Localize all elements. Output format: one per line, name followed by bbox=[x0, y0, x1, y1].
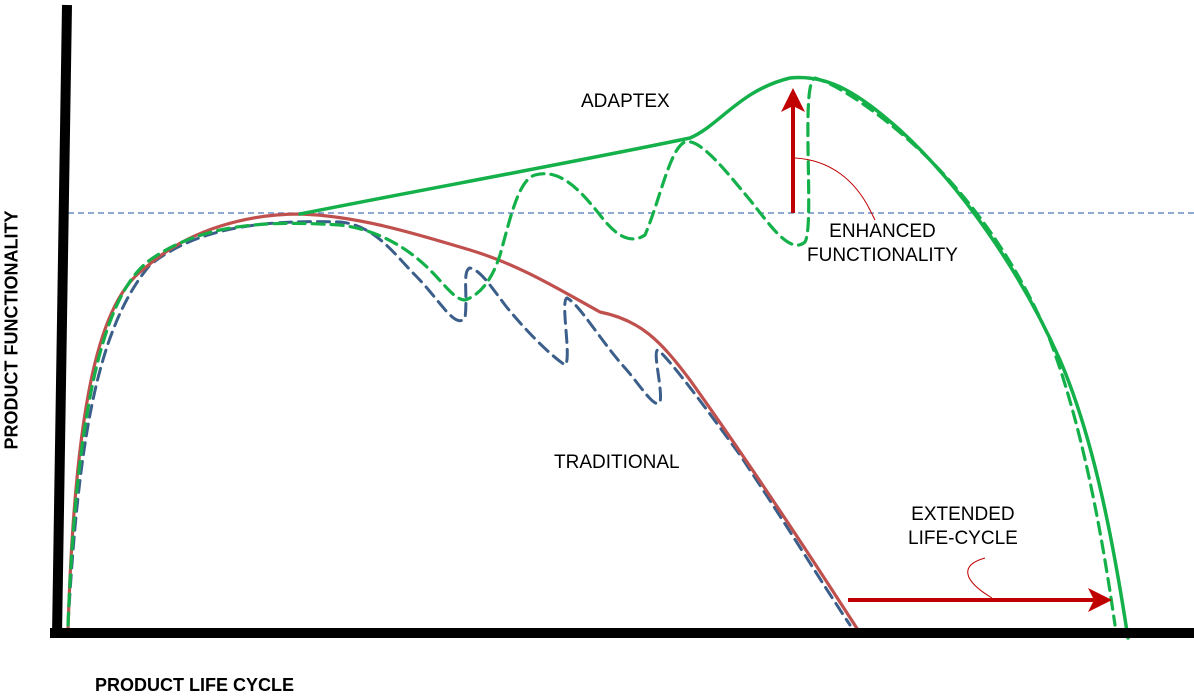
y-axis-line bbox=[52, 4, 72, 637]
enhanced-functionality-label: ENHANCED FUNCTIONALITY bbox=[807, 220, 958, 268]
extended-leader-line bbox=[967, 557, 993, 599]
x-axis-label: PRODUCT LIFE CYCLE bbox=[95, 675, 295, 695]
traditional-variant-curve bbox=[66, 220, 852, 627]
extended-label-line2: LIFE-CYCLE bbox=[908, 528, 1018, 549]
traditional-curve bbox=[66, 212, 860, 632]
enhanced-leader-line bbox=[794, 157, 876, 221]
extended-life-cycle-label: EXTENDED LIFE-CYCLE bbox=[908, 503, 1018, 551]
extended-label-line1: EXTENDED bbox=[911, 504, 1015, 525]
enhanced-label-line2: FUNCTIONALITY bbox=[807, 245, 958, 266]
y-axis-label: PRODUCT FUNCTIONALITY bbox=[1, 210, 22, 450]
adaptex-label: ADAPTEX bbox=[581, 91, 670, 112]
adaptex-curve bbox=[298, 75, 1130, 640]
traditional-label: TRADITIONAL bbox=[554, 452, 680, 473]
enhanced-label-line1: ENHANCED bbox=[829, 221, 936, 242]
